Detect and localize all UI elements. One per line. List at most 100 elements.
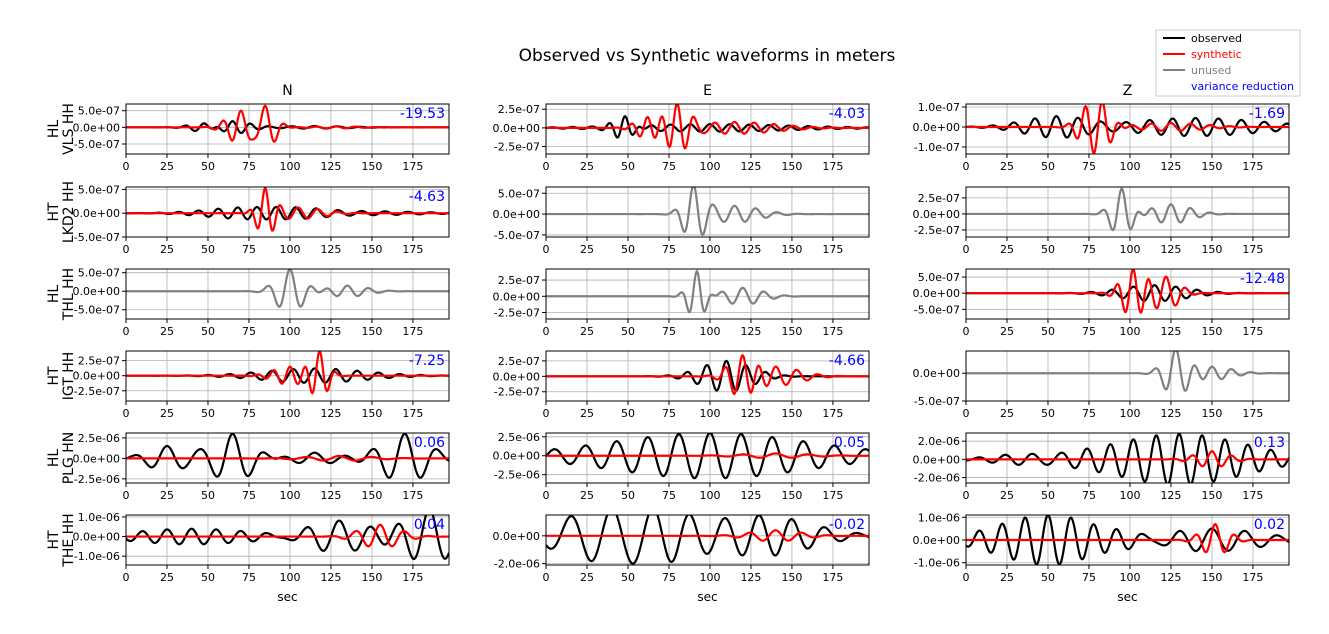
x-tick-label: 25 — [1000, 489, 1014, 502]
synthetic-trace — [966, 269, 1289, 314]
unused-trace — [546, 187, 869, 237]
x-tick-label: 0 — [543, 325, 550, 338]
x-tick-label: 150 — [1201, 489, 1222, 502]
x-tick-label: 25 — [1000, 571, 1014, 584]
y-tick-label: 0.0e+00 — [493, 450, 540, 463]
x-tick-label: 75 — [1082, 407, 1096, 420]
variance-reduction-value: 0.05 — [834, 435, 865, 451]
axes-frame — [965, 350, 1290, 402]
x-tick-label: 0 — [963, 571, 970, 584]
y-tick-label: 0.0e+00 — [913, 367, 960, 380]
x-tick-label: 25 — [160, 243, 174, 256]
y-tick-label: 2.5e-07 — [78, 355, 120, 368]
variance-reduction-value: -7.25 — [409, 353, 445, 369]
x-tick-label: 50 — [621, 489, 635, 502]
x-tick-label: 75 — [662, 243, 676, 256]
y-tick-label: -2.0e-06 — [914, 472, 960, 485]
y-tick-label: -2.5e-07 — [914, 224, 960, 237]
y-tick-label: 0.0e+00 — [73, 121, 120, 134]
axes-frame — [545, 103, 870, 155]
row-label: HT IGT HH — [46, 352, 77, 401]
y-tick-label: -2.5e-07 — [74, 385, 120, 398]
x-tick-label: 125 — [320, 160, 341, 173]
column-header-Z: Z — [1123, 83, 1133, 99]
x-tick-label: 125 — [740, 325, 761, 338]
x-tick-label: 175 — [822, 243, 843, 256]
y-tick-label: 2.5e-07 — [918, 192, 960, 205]
y-tick-label: 0.0e+00 — [73, 285, 120, 298]
x-tick-label: 100 — [699, 407, 720, 420]
x-tick-label: 75 — [242, 571, 256, 584]
y-tick-label: 0.0e+00 — [73, 531, 120, 544]
x-tick-label: 175 — [822, 489, 843, 502]
x-tick-label: 25 — [160, 160, 174, 173]
axes-frame — [125, 268, 450, 320]
x-tick-label: 150 — [361, 243, 382, 256]
row-label: HL VLS HH — [46, 103, 77, 155]
synthetic-trace — [966, 104, 1289, 154]
y-tick-label: -5.0e-07 — [914, 303, 960, 316]
y-tick-label: -5.0e-07 — [914, 395, 960, 408]
y-tick-label: 2.5e-06 — [78, 432, 120, 445]
x-tick-label: 175 — [822, 571, 843, 584]
axes-frame — [125, 103, 450, 155]
synthetic-trace — [126, 351, 449, 395]
y-tick-label: 0.0e+00 — [493, 122, 540, 135]
observed-trace — [546, 515, 869, 565]
x-tick-label: 125 — [1160, 243, 1181, 256]
variance-reduction-value: 0.06 — [414, 435, 445, 451]
panel-IGT-N: 2.5e-07 0.0e+00 -2.5e-070 25 50 75 100 125 150 17… — [73, 350, 450, 420]
x-tick-label: 175 — [402, 325, 423, 338]
row-network-label: HT — [46, 530, 62, 550]
y-tick-label: -5.0e-07 — [74, 231, 120, 244]
x-tick-label: 100 — [279, 407, 300, 420]
x-tick-label: 150 — [781, 325, 802, 338]
x-tick-label: 175 — [822, 160, 843, 173]
y-tick-label: 5.0e-07 — [498, 187, 540, 200]
x-tick-label: 50 — [621, 160, 635, 173]
x-tick-label: 175 — [822, 325, 843, 338]
x-tick-label: 25 — [580, 571, 594, 584]
x-tick-label: 125 — [740, 489, 761, 502]
panel-IGT-E: 2.5e-07 0.0e+00 -2.5e-070 25 50 75 100 125 150 17… — [493, 350, 870, 420]
x-tick-label: 0 — [963, 489, 970, 502]
y-tick-label: 0.0e+00 — [493, 370, 540, 383]
x-tick-label: 150 — [1201, 160, 1222, 173]
x-tick-label: 50 — [201, 571, 215, 584]
observed-trace — [546, 114, 869, 139]
unused-trace — [126, 269, 449, 309]
x-tick-label: 100 — [279, 243, 300, 256]
row-label: HT LKD2 HH — [46, 181, 77, 243]
variance-reduction-value: -1.69 — [1249, 106, 1285, 122]
observed-trace — [126, 433, 449, 479]
panel-THL-Z: 5.0e-07 0.0e+00 -5.0e-070 25 50 75 100 125 150 17… — [913, 268, 1290, 338]
x-tick-label: 125 — [320, 243, 341, 256]
x-tick-label: 125 — [320, 407, 341, 420]
panel-LKD2-E: 5.0e-07 0.0e+00 -5.0e-070 25 50 75 100 125 150 17… — [493, 186, 870, 256]
x-tick-label: 50 — [621, 571, 635, 584]
y-tick-label: -2.5e-07 — [494, 386, 540, 399]
row-station-label: IGT HH — [61, 352, 77, 401]
row-network-label: HT — [46, 366, 62, 386]
synthetic-trace — [966, 450, 1289, 468]
x-tick-label: 75 — [242, 407, 256, 420]
x-tick-label: 100 — [1119, 325, 1140, 338]
x-tick-label: 25 — [1000, 160, 1014, 173]
x-tick-label: 125 — [1160, 489, 1181, 502]
legend: observed synthetic unused variance reductio… — [1155, 29, 1301, 97]
axes-frame — [545, 268, 870, 320]
x-tick-label: 150 — [781, 489, 802, 502]
x-tick-label: 125 — [1160, 407, 1181, 420]
y-tick-label: 5.0e-07 — [78, 183, 120, 196]
x-tick-label: 25 — [160, 325, 174, 338]
x-tick-label: 75 — [242, 160, 256, 173]
y-tick-label: 5.0e-07 — [78, 105, 120, 118]
y-tick-label: 0.0e+00 — [493, 208, 540, 221]
x-tick-label: 150 — [361, 160, 382, 173]
row-label: HT THE HH — [46, 513, 77, 567]
x-tick-label: 100 — [699, 489, 720, 502]
y-tick-label: 2.5e-07 — [498, 355, 540, 368]
y-tick-label: 2.5e-06 — [498, 431, 540, 444]
row-station-label: LKD2 HH — [61, 181, 77, 243]
panel-VLS-N: 5.0e-07 0.0e+00 -5.0e-070 25 50 75 100 125 150 17… — [73, 103, 450, 173]
